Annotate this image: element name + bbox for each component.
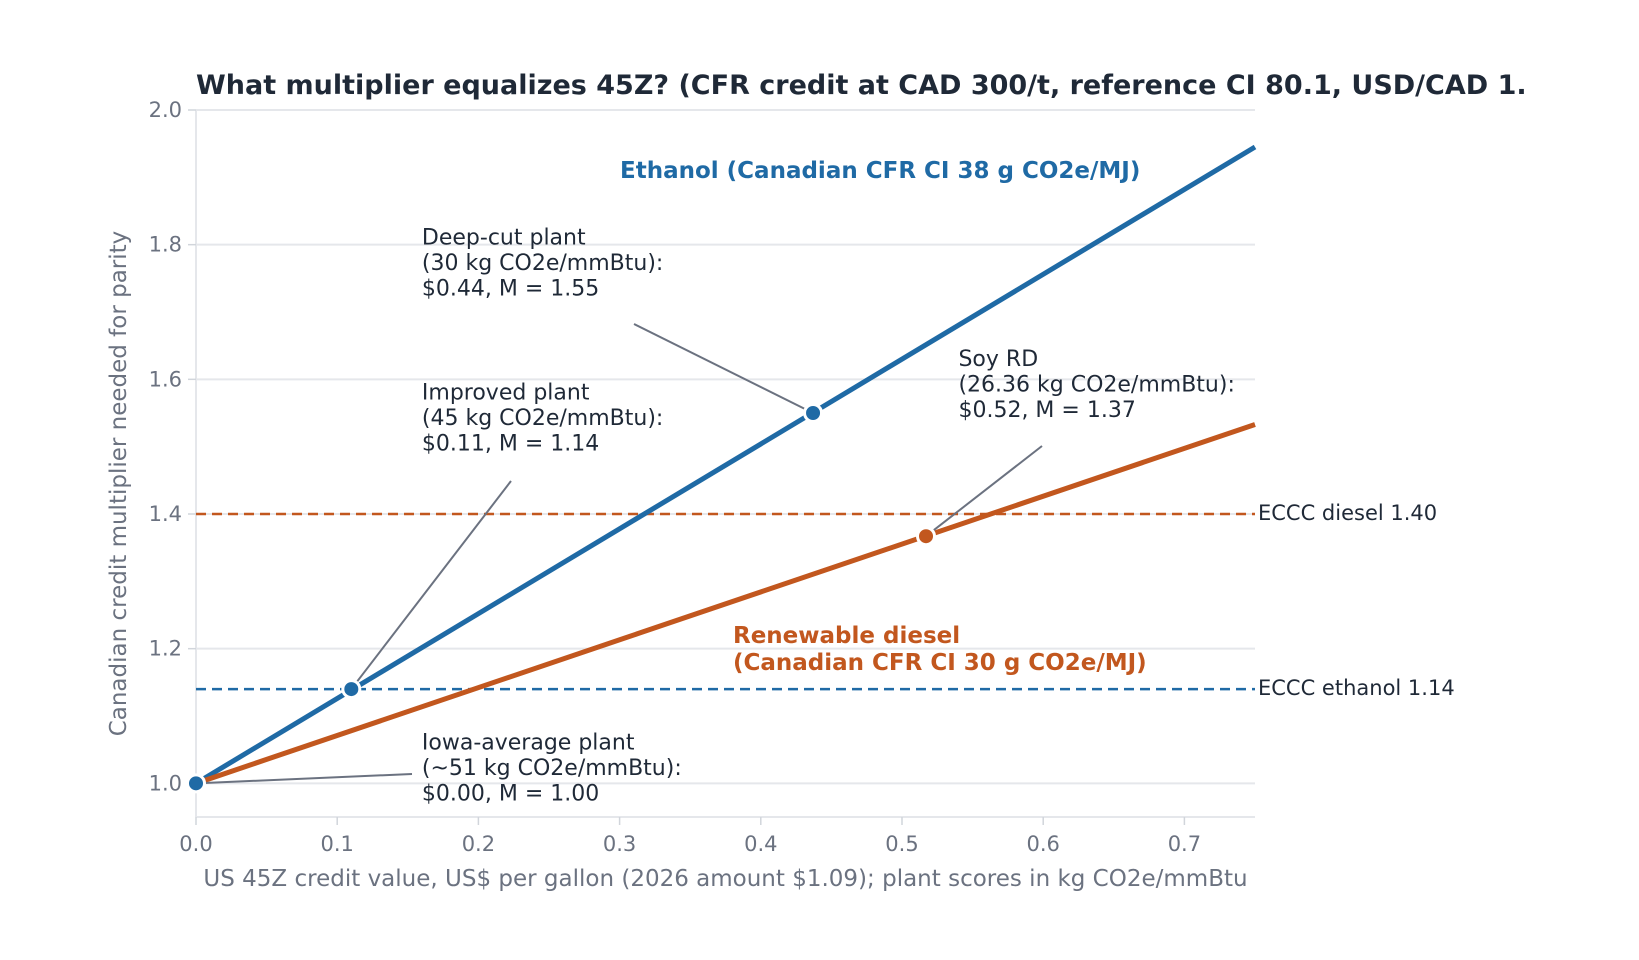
point-annotation: Deep-cut plant (30 kg CO2e/mmBtu): $0.44, … xyxy=(422,226,663,302)
axes: 1.0 1.2 1.4 1.6 1.8 2.0 0.0 0.1 0.2 0.3 0.4 0.5 0.6 0… xyxy=(149,98,1255,856)
y-tick-label: 1.2 xyxy=(149,637,182,661)
series-label: Ethanol (Canadian CFR CI 38 g CO2e/MJ) xyxy=(620,158,1140,184)
y-tick-label: 1.8 xyxy=(149,233,182,257)
x-tick-label: 0.5 xyxy=(885,832,918,856)
point-annotation: Iowa-average plant (~51 kg CO2e/mmBtu): $0… xyxy=(422,731,682,807)
x-tick-label: 0.1 xyxy=(320,832,353,856)
x-tick-label: 0.2 xyxy=(462,832,495,856)
series-label: Renewable diesel (Canadian CFR CI 30 g CO… xyxy=(733,623,1147,676)
y-tick-label: 1.6 xyxy=(149,367,182,391)
chart-title: What multiplier equalizes 45Z? (CFR cred… xyxy=(196,70,1527,101)
series-line xyxy=(195,422,1256,786)
y-axis-title: Canadian credit multiplier needed for pa… xyxy=(106,231,132,737)
annotation-leader xyxy=(633,323,814,414)
x-tick-label: 0.4 xyxy=(744,832,777,856)
data-points xyxy=(186,403,937,794)
reference-line-label: ECCC diesel 1.40 xyxy=(1258,501,1437,525)
y-tick-label: 1.0 xyxy=(149,771,182,795)
y-tick-label: 2.0 xyxy=(149,98,182,122)
reference-line-label: ECCC ethanol 1.14 xyxy=(1258,676,1455,700)
x-tick-label: 0.3 xyxy=(603,832,636,856)
annotation-leader xyxy=(350,480,512,690)
series-lines xyxy=(194,144,1257,786)
point-annotation: Soy RD (26.36 kg CO2e/mmBtu): $0.52, M = 1… xyxy=(958,347,1234,423)
annotation-leader xyxy=(195,773,413,785)
data-point xyxy=(803,403,824,423)
annotation-leaders xyxy=(195,323,1043,785)
reference-lines: ECCC diesel 1.40 ECCC ethanol 1.14 xyxy=(196,501,1455,700)
y-tick-label: 1.4 xyxy=(149,502,182,526)
point-annotation: Improved plant (45 kg CO2e/mmBtu): $0.11, … xyxy=(422,381,663,457)
x-tick-label: 0.0 xyxy=(179,832,212,856)
chart-text: What multiplier equalizes 45Z? (CFR cred… xyxy=(106,70,1527,892)
x-tick-label: 0.7 xyxy=(1168,832,1201,856)
data-point xyxy=(341,679,362,700)
x-tick-label: 0.6 xyxy=(1026,832,1059,856)
annotation-leader xyxy=(925,445,1043,538)
series-line xyxy=(194,144,1257,786)
data-point xyxy=(916,526,937,547)
data-point xyxy=(186,773,206,794)
x-axis-title: US 45Z credit value, US$ per gallon (202… xyxy=(203,866,1247,892)
